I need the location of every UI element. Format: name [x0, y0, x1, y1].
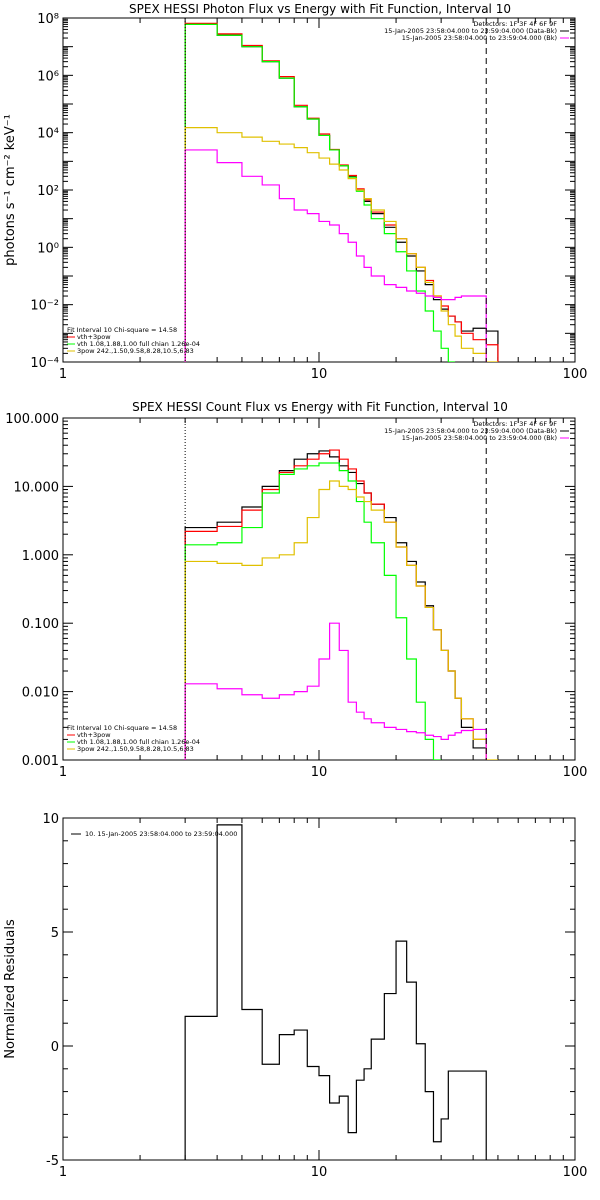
- count-y-tick-label: 0.100: [22, 617, 59, 632]
- count-y-tick-label: 0.010: [22, 686, 59, 701]
- photon-y-tick-label: 10²: [37, 184, 59, 199]
- residuals-panel: 1 10 100 -5 0 5 10 Normalized Residuals 10. 15-J…: [3, 812, 587, 1180]
- resid-series-10-15-jan-2005-23-58-04-000-to-23-59-04-000: [184, 824, 487, 1160]
- photon-x-tick-label: 100: [563, 367, 588, 382]
- resid-x-tick-label: 10: [311, 1165, 328, 1180]
- count-series-data-bk: [184, 450, 487, 760]
- count-legend-top-0: Detectors: 1F 3F 4F 6F 9F: [473, 420, 557, 428]
- photon-legend-top-0: Detectors: 1F 3F 4F 6F 9F: [473, 20, 557, 28]
- photon-y-tick-label: 10⁰: [37, 241, 59, 256]
- count-series-vth: [184, 462, 442, 760]
- photon-y-tick-label: 10⁻⁴: [30, 356, 59, 371]
- photon-series-bk: [184, 149, 487, 362]
- photon-flux-panel: SPEX HESSI Photon Flux vs Energy with Fi…: [3, 2, 587, 382]
- photon-y-axis-label: photons s⁻¹ cm⁻² keV⁻¹: [3, 114, 18, 266]
- photon-series-group: [184, 22, 499, 362]
- photon-y-tick-label: 10⁸: [37, 12, 59, 27]
- count-series-3pow: [184, 480, 498, 760]
- photon-y-tick-label: 10⁴: [37, 127, 59, 142]
- resid-y-tick-label: 5: [51, 926, 59, 941]
- count-chart-title: SPEX HESSI Count Flux vs Energy with Fit…: [132, 400, 508, 414]
- count-series-group: [184, 449, 498, 760]
- count-legend-bottom-0: Fit Interval 10 Chi-square = 14.58: [67, 724, 177, 732]
- resid-x-tick-label: 100: [563, 1165, 588, 1180]
- resid-y-tick-label: -5: [46, 1154, 59, 1169]
- photon-legend-bottom-1: vth+3pow: [77, 333, 111, 341]
- count-y-tick-label: 10.000: [14, 480, 60, 495]
- count-series-bk: [184, 622, 487, 760]
- photon-series-data-bk: [184, 23, 499, 362]
- count-legend-bottom-2: vth 1.08,1.88,1.00 full chian 1.26e-04: [77, 738, 200, 746]
- resid-plot-frame: [62, 817, 576, 1161]
- photon-legend-bottom-2: vth 1.08,1.88,1.00 full chian 1.26e-04: [77, 340, 200, 348]
- photon-legend-bottom-0: Fit Interval 10 Chi-square = 14.58: [67, 326, 177, 334]
- count-flux-panel: SPEX HESSI Count Flux vs Energy with Fit…: [5, 400, 587, 780]
- count-y-tick-label: 100.000: [5, 412, 59, 427]
- photon-chart-title: SPEX HESSI Photon Flux vs Energy with Fi…: [129, 2, 511, 16]
- resid-legend-text: 10. 15-Jan-2005 23:58:04.000 to 23:59:04…: [85, 830, 237, 838]
- count-y-tick-label: 1.000: [22, 549, 59, 564]
- count-legend-bottom-1: vth+3pow: [77, 731, 111, 739]
- count-legend-top-2: 15-Jan-2005 23:58:04.000 to 23:59:04.000…: [402, 434, 557, 442]
- photon-y-tick-label: 10⁶: [37, 69, 59, 84]
- count-legend-bottom-3: 3pow 242.,1.50,9.58,8.28,10.5,6.83: [77, 745, 194, 753]
- count-x-tick-label: 10: [311, 765, 328, 780]
- resid-y-tick-label: 0: [51, 1040, 59, 1055]
- photon-plot-frame: [62, 17, 576, 363]
- resid-y-axis-label: Normalized Residuals: [3, 919, 18, 1059]
- photon-x-tick-label: 10: [311, 367, 328, 382]
- count-legend-top-1: 15-Jan-2005 23:58:04.000 to 23:59:04.000…: [384, 427, 557, 435]
- photon-legend-top-1: 15-Jan-2005 23:58:04.000 to 23:59:04.000…: [384, 27, 557, 35]
- photon-x-tick-label: 1: [59, 367, 67, 382]
- count-series-vth-3pow: [184, 449, 487, 760]
- photon-series-vth-3pow: [184, 22, 499, 362]
- resid-y-tick-label: 10: [42, 812, 59, 827]
- count-y-tick-label: 0.001: [22, 754, 59, 769]
- count-x-tick-label: 100: [563, 765, 588, 780]
- photon-legend-top-2: 15-Jan-2005 23:58:04.000 to 23:59:04.000…: [402, 34, 557, 42]
- photon-series-vth: [184, 23, 456, 362]
- photon-y-tick-label: 10⁻²: [30, 299, 59, 314]
- photon-legend-bottom-3: 3pow 242.,1.50,9.58,8.28,10.5,6.83: [77, 347, 194, 355]
- resid-series-group: [184, 824, 487, 1160]
- photon-series-3pow: [184, 127, 498, 362]
- count-plot-frame: [62, 417, 576, 761]
- count-x-tick-label: 1: [59, 765, 67, 780]
- resid-x-tick-label: 1: [59, 1165, 67, 1180]
